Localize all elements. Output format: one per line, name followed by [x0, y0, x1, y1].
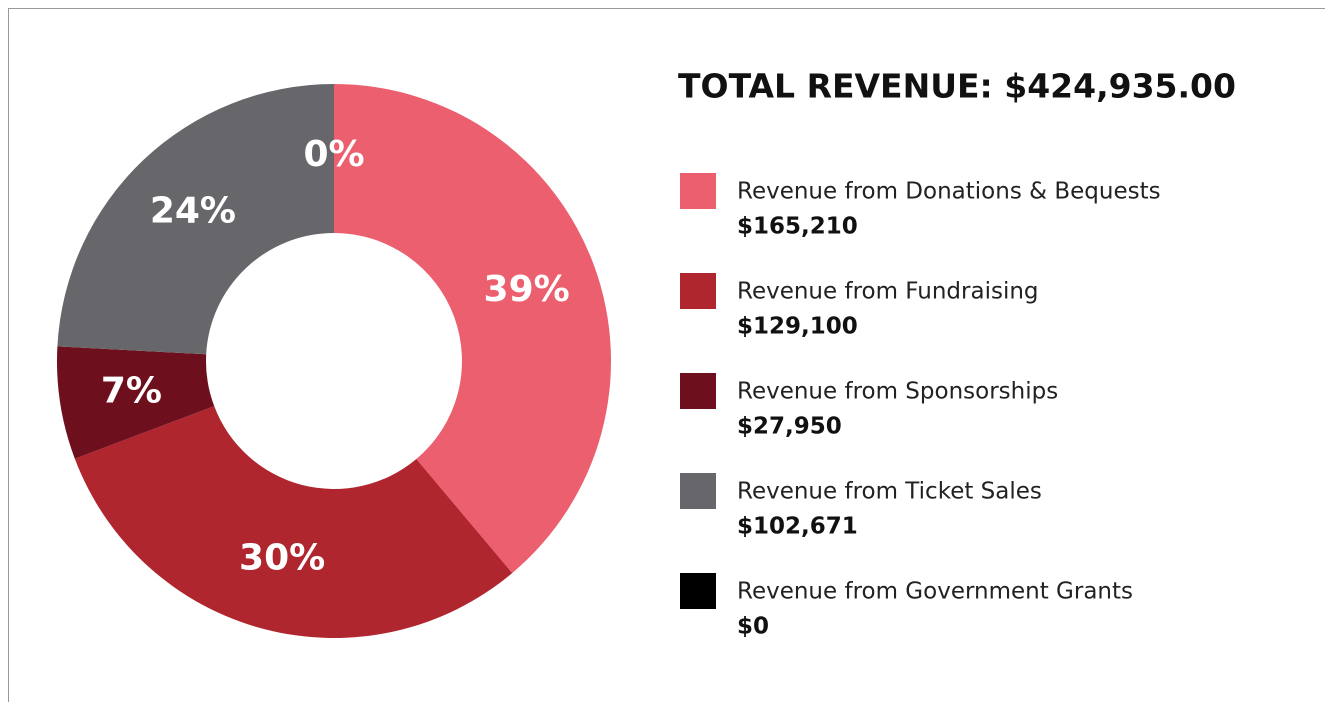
slice-label: 39%	[484, 269, 570, 310]
legend-value: $165,210	[737, 214, 858, 240]
legend-value: $0	[737, 614, 769, 640]
frame	[8, 8, 1325, 702]
legend-swatch	[680, 173, 716, 209]
legend-swatch	[680, 373, 716, 409]
legend-label: Revenue from Government Grants	[737, 579, 1133, 605]
slice-label: 7%	[101, 370, 162, 411]
slice	[56, 346, 215, 459]
legend-swatch	[680, 273, 716, 309]
legend-value: $102,671	[737, 514, 858, 540]
slice	[74, 406, 513, 638]
chart-title: TOTAL REVENUE: $424,935.00	[678, 67, 1236, 106]
legend-swatch	[680, 573, 716, 609]
slice-label: 24%	[150, 190, 236, 231]
legend-label: Revenue from Donations & Bequests	[737, 179, 1161, 205]
legend-label: Revenue from Fundraising	[737, 279, 1039, 305]
slice	[334, 84, 611, 574]
legend-value: $129,100	[737, 314, 858, 340]
slice-label: 30%	[239, 537, 325, 578]
legend-label: Revenue from Ticket Sales	[737, 479, 1042, 505]
slice-label: 0%	[303, 134, 364, 175]
slice	[57, 84, 334, 355]
legend-label: Revenue from Sponsorships	[737, 379, 1058, 405]
legend-value: $27,950	[737, 414, 842, 440]
legend-swatch	[680, 473, 716, 509]
